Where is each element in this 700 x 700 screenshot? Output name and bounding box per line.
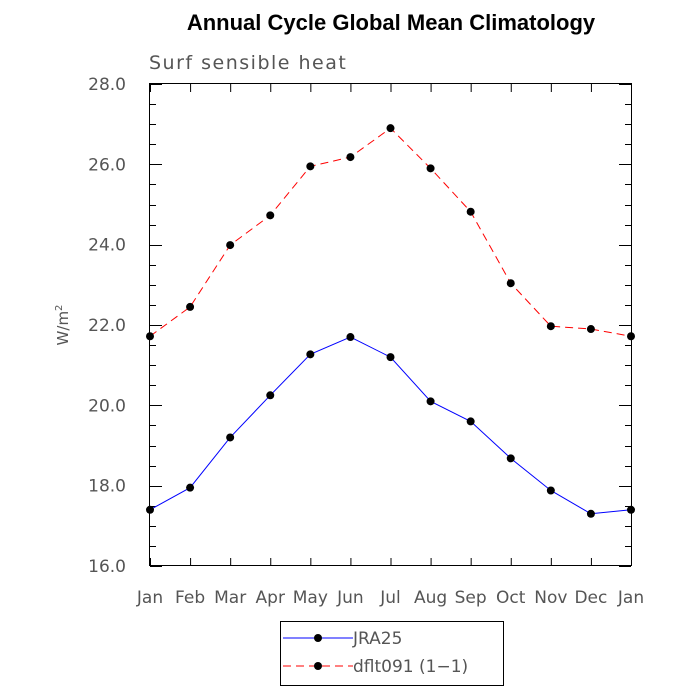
data-point (226, 241, 235, 250)
data-point (386, 124, 395, 133)
y-tick-label: 22.0 (88, 316, 126, 336)
data-point (627, 332, 635, 341)
data-point (586, 325, 595, 334)
y-tick-label: 16.0 (88, 557, 126, 577)
legend: JRA25 dflt091 (1−1) (280, 621, 504, 686)
x-tick-label: Oct (496, 588, 526, 608)
data-point (627, 505, 635, 514)
y-axis-label: W/m2 (54, 305, 72, 346)
legend-label: dflt091 (1−1) (353, 657, 468, 677)
series-line-0 (149, 336, 632, 515)
x-tick-label: May (293, 588, 328, 608)
axes: Jan Feb Mar Apr May Jun Jul Aug Sep Oct Nov Dec Jan 1… (88, 75, 644, 608)
data-point (226, 433, 235, 442)
x-tick-label: Sep (455, 588, 487, 608)
data-point (546, 322, 555, 331)
x-tick-label: Mar (214, 588, 246, 608)
data-point (546, 486, 555, 495)
data-point (466, 207, 475, 216)
legend-marker (314, 662, 322, 670)
data-point (386, 353, 395, 362)
x-tick-label: Jan (617, 588, 644, 608)
y-tick-label: 24.0 (88, 236, 126, 256)
y-axis-label-main: W/m (54, 311, 72, 346)
y-tick-label: 18.0 (88, 477, 126, 497)
x-tick-label: Apr (256, 588, 285, 608)
x-tick-label: Jul (379, 588, 401, 608)
y-tick-label: 28.0 (88, 75, 126, 95)
series-line-1 (149, 127, 632, 337)
x-tick-label: Aug (414, 588, 447, 608)
legend-label: JRA25 (352, 629, 402, 649)
chart-subtitle: Surf sensible heat (149, 52, 347, 74)
x-tick-label: Dec (574, 588, 607, 608)
data-point (146, 505, 154, 514)
data-point (466, 417, 475, 426)
data-point (426, 397, 435, 406)
y-axis-label-superscript: 2 (54, 305, 65, 311)
data-point (346, 153, 355, 162)
plot-frame (149, 83, 632, 566)
series-group (146, 124, 635, 518)
data-point (266, 211, 275, 220)
data-point (306, 350, 315, 359)
data-point (586, 509, 595, 518)
x-tick-label: Nov (534, 588, 567, 608)
chart-title: Annual Cycle Global Mean Climatology (187, 10, 596, 35)
data-point (506, 454, 515, 463)
y-tick-label: 26.0 (88, 155, 126, 175)
data-point (146, 332, 154, 341)
x-tick-label: Jan (136, 588, 163, 608)
data-point (186, 483, 195, 492)
data-point (506, 279, 515, 288)
data-point (186, 302, 195, 311)
x-tick-label: Feb (175, 588, 205, 608)
data-point (346, 333, 355, 342)
y-tick-label: 20.0 (88, 396, 126, 416)
data-point (266, 391, 275, 400)
x-tick-label: Jun (336, 588, 364, 608)
data-point (306, 162, 315, 171)
legend-marker (314, 634, 322, 642)
data-point (426, 164, 435, 173)
legend-box (280, 621, 504, 686)
